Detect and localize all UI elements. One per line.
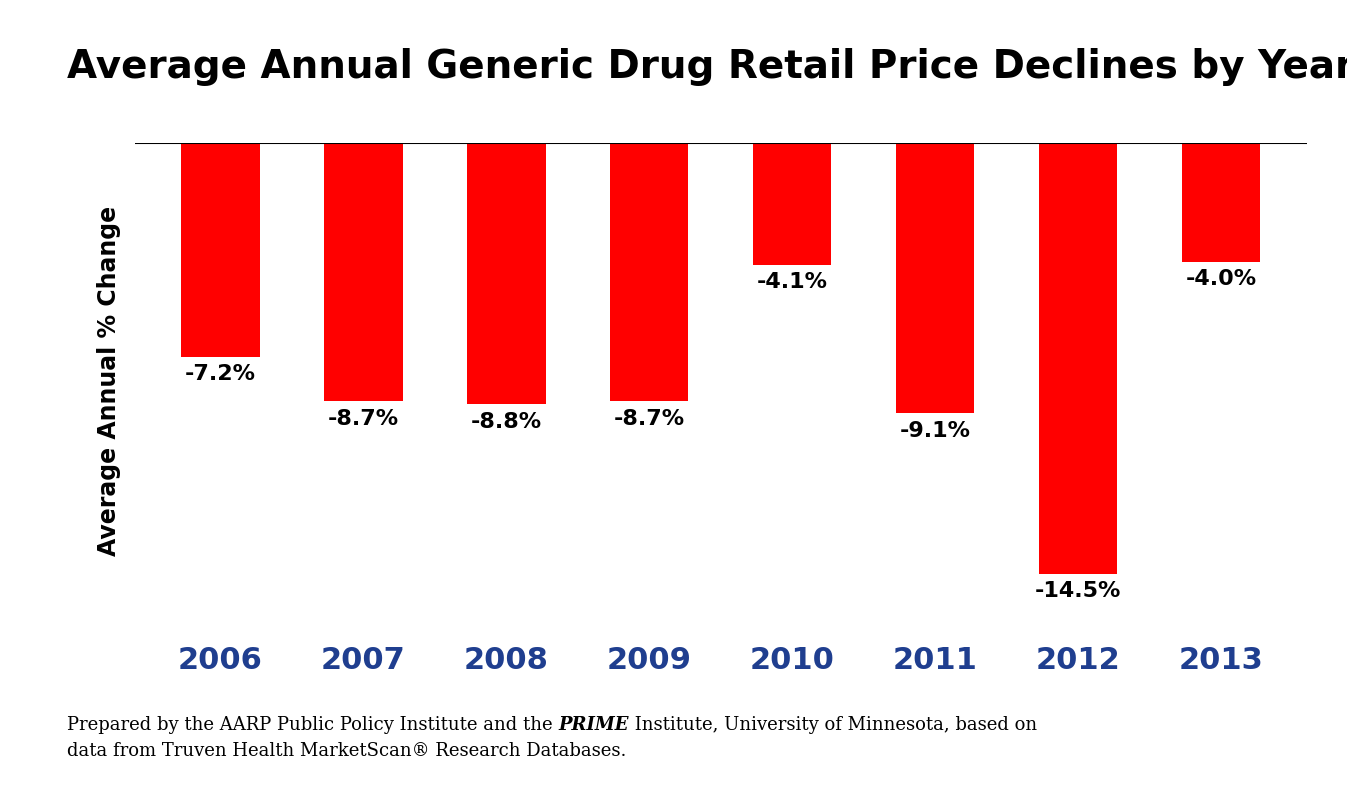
Text: data from Truven Health MarketScan® Research Databases.: data from Truven Health MarketScan® Rese…: [67, 741, 626, 760]
Text: -8.8%: -8.8%: [470, 412, 541, 432]
Text: -4.1%: -4.1%: [757, 272, 827, 292]
Text: -14.5%: -14.5%: [1034, 581, 1121, 601]
Bar: [467, 143, 546, 404]
Text: Institute, University of Minnesota, based on: Institute, University of Minnesota, base…: [629, 715, 1037, 734]
Text: -8.7%: -8.7%: [327, 409, 399, 429]
Text: 2013: 2013: [1179, 646, 1263, 676]
Text: -4.0%: -4.0%: [1185, 269, 1257, 289]
Bar: [610, 143, 688, 401]
Bar: [180, 143, 260, 357]
Text: 2006: 2006: [178, 646, 263, 676]
Text: 2010: 2010: [750, 646, 835, 676]
Y-axis label: Average Annual % Change: Average Annual % Change: [97, 205, 121, 556]
Bar: [753, 143, 831, 265]
Bar: [1181, 143, 1261, 262]
Text: 2011: 2011: [893, 646, 978, 676]
Bar: [325, 143, 403, 401]
Text: Average Annual Generic Drug Retail Price Declines by Year: Average Annual Generic Drug Retail Price…: [67, 48, 1347, 86]
Text: 2007: 2007: [321, 646, 405, 676]
Text: Prepared by the AARP Public Policy Institute and the: Prepared by the AARP Public Policy Insti…: [67, 715, 559, 734]
Bar: [896, 143, 974, 413]
Text: 2012: 2012: [1036, 646, 1121, 676]
Text: PRIME: PRIME: [559, 715, 629, 734]
Bar: [1039, 143, 1117, 574]
Text: 2009: 2009: [606, 646, 692, 676]
Text: -9.1%: -9.1%: [900, 421, 971, 441]
Text: 2008: 2008: [463, 646, 548, 676]
Text: -8.7%: -8.7%: [614, 409, 684, 429]
Text: -7.2%: -7.2%: [185, 364, 256, 385]
